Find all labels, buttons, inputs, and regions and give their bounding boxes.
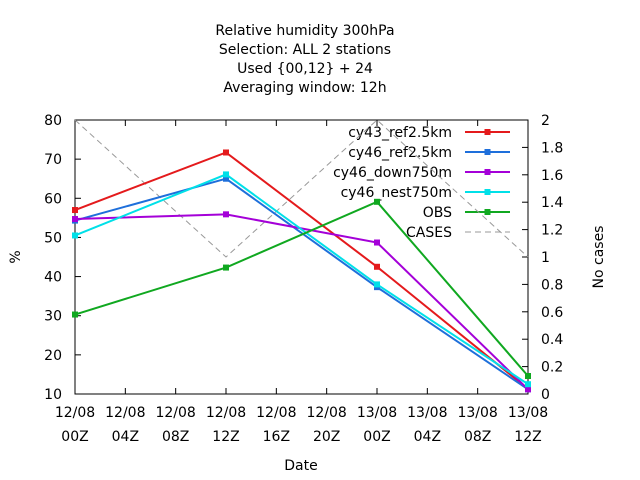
x-tick-label-date: 13/08: [457, 405, 497, 421]
y2-tick-label: 0.4: [541, 332, 563, 348]
x-tick-label-date: 12/08: [155, 405, 195, 421]
data-point: [374, 281, 380, 288]
plot-frame: [74, 119, 529, 395]
x-tick-label-date: 12/08: [206, 405, 246, 421]
data-point: [525, 386, 531, 393]
legend-label: cy46_nest750m: [341, 185, 452, 201]
x-axis-label: Date: [284, 458, 317, 474]
data-point: [374, 263, 380, 270]
data-point: [72, 311, 78, 318]
y-tick-label: 50: [44, 230, 62, 246]
x-tick-label-date: 12/08: [306, 405, 346, 421]
y2-tick-label: 1.6: [541, 168, 563, 184]
x-tick-label-hour: 20Z: [313, 429, 340, 445]
data-point: [223, 171, 229, 178]
x-tick-label-hour: 04Z: [414, 429, 441, 445]
y2-tick-label: 2: [541, 113, 550, 129]
legend-label: cy46_ref2.5km: [348, 145, 452, 161]
series-line-cases: [74, 119, 529, 258]
y-tick-label: 20: [44, 348, 62, 364]
x-tick-label-date: 12/08: [256, 405, 296, 421]
chart-title-line-1: Relative humidity 300hPa: [215, 23, 394, 39]
data-point: [223, 264, 229, 271]
y-tick-label: 10: [44, 387, 62, 403]
data-point: [374, 239, 380, 246]
data-point: [525, 372, 531, 379]
legend-swatch-marker: [484, 129, 491, 135]
y2-tick-label: 1: [541, 250, 550, 266]
data-point: [223, 149, 229, 156]
data-point: [374, 198, 380, 205]
y2-tick-label: 0: [541, 387, 550, 403]
legend-label: cy43_ref2.5km: [348, 125, 452, 141]
data-point: [72, 216, 78, 223]
series-line-cy43-ref2-5km: [74, 151, 529, 390]
y2-tick-label: 1.2: [541, 223, 563, 239]
y2-tick-label: 1.4: [541, 195, 563, 211]
x-tick-label-hour: 08Z: [464, 429, 491, 445]
y2-tick-label: 0.8: [541, 277, 563, 293]
x-tick-label-hour: 12Z: [514, 429, 541, 445]
y-tick-label: 70: [44, 152, 62, 168]
legend-swatch-marker: [484, 189, 491, 195]
series-line-cy46-down750m: [74, 213, 529, 391]
x-tick-label-hour: 16Z: [263, 429, 290, 445]
chart-title-line-3: Used {00,12} + 24: [237, 61, 373, 77]
y-tick-label: 30: [44, 309, 62, 325]
data-point: [223, 211, 229, 218]
data-point: [72, 207, 78, 214]
legend-swatch-marker: [484, 169, 491, 175]
x-tick-label-date: 13/08: [407, 405, 447, 421]
y-tick-label: 80: [44, 113, 62, 129]
chart-title-line-2: Selection: ALL 2 stations: [219, 42, 391, 58]
series-line-obs: [74, 200, 529, 377]
x-tick-label-hour: 04Z: [112, 429, 139, 445]
y-axis-label: %: [8, 250, 24, 263]
y2-tick-label: 1.8: [541, 140, 563, 156]
y-tick-label: 40: [44, 270, 62, 286]
data-point: [525, 381, 531, 388]
x-tick-label-hour: 08Z: [162, 429, 189, 445]
x-tick-label-date: 12/08: [55, 405, 95, 421]
chart-title-line-4: Averaging window: 12h: [223, 80, 386, 96]
legend-swatch-marker: [484, 149, 491, 155]
x-tick-label-date: 12/08: [105, 405, 145, 421]
series-line-cy46-nest750m: [74, 173, 529, 386]
y2-tick-label: 0.6: [541, 305, 563, 321]
y2-axis-label: No cases: [591, 226, 607, 289]
series-line-cy46-ref2-5km: [74, 177, 529, 391]
x-tick-label-date: 13/08: [508, 405, 548, 421]
x-tick-label-hour: 00Z: [363, 429, 390, 445]
x-tick-label-hour: 00Z: [61, 429, 88, 445]
data-point: [223, 175, 229, 182]
data-point: [72, 232, 78, 239]
legend-swatch-marker: [484, 209, 491, 215]
legend-label: OBS: [423, 205, 452, 221]
y-tick-label: 60: [44, 191, 62, 207]
x-tick-label-hour: 12Z: [212, 429, 239, 445]
legend-label: CASES: [406, 225, 452, 241]
y2-tick-label: 0.2: [541, 360, 563, 376]
x-tick-label-date: 13/08: [357, 405, 397, 421]
legend-label: cy46_down750m: [333, 165, 452, 181]
